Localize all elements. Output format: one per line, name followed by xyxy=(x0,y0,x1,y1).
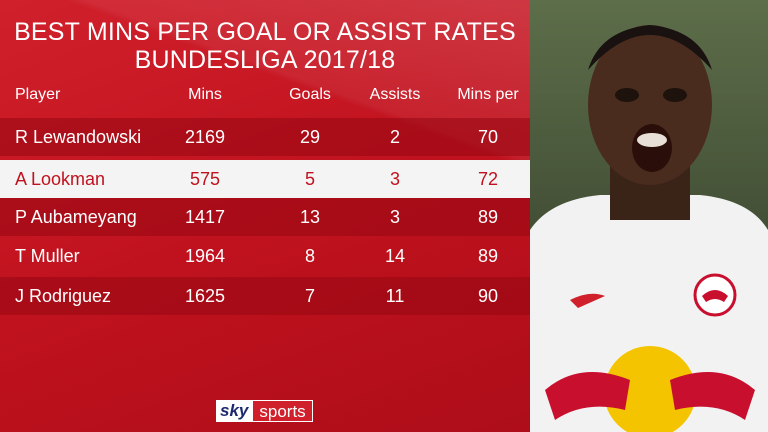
highlighted-row: A Lookman 575 5 3 72 xyxy=(0,160,530,198)
stat-cell: 72 xyxy=(477,169,499,189)
stat-cell: 8 xyxy=(304,246,315,266)
stat-cell: 70 xyxy=(477,127,499,147)
column-header: Mins per xyxy=(457,86,519,103)
stat-cell: 1625 xyxy=(184,286,226,306)
column-header: Mins xyxy=(188,86,222,103)
logo-brand: sky xyxy=(216,400,253,422)
logo-channel: sports xyxy=(252,400,313,422)
stat-cell: 13 xyxy=(299,207,321,227)
player-photo xyxy=(530,0,768,432)
stat-cell: 89 xyxy=(477,246,499,266)
player-name: T Muller xyxy=(15,246,80,266)
title: BEST MINS PER GOAL OR ASSIST RATES xyxy=(14,18,516,46)
stat-cell: 1964 xyxy=(184,246,226,266)
player-name: R Lewandowski xyxy=(15,127,142,147)
table-row: P Aubameyang 1417 13 3 89 xyxy=(0,198,530,236)
stat-cell: 2169 xyxy=(184,127,226,147)
column-header: Player xyxy=(15,86,61,103)
broadcaster-logo: sky sports xyxy=(216,400,313,422)
stat-cell: 11 xyxy=(385,286,405,306)
subtitle: BUNDESLIGA 2017/18 xyxy=(134,46,396,74)
player-name: A Lookman xyxy=(15,169,106,189)
stat-cell: 7 xyxy=(304,286,315,306)
player-name: P Aubameyang xyxy=(15,207,137,227)
stat-cell: 3 xyxy=(389,169,400,189)
stat-cell: 90 xyxy=(477,286,499,306)
stat-cell: 29 xyxy=(299,127,321,147)
column-header: Goals xyxy=(289,86,331,103)
stat-cell: 2 xyxy=(389,127,400,147)
stat-cell: 1417 xyxy=(184,207,226,227)
stat-cell: 14 xyxy=(384,246,406,266)
column-header: Assists xyxy=(369,86,421,103)
stat-cell: 3 xyxy=(389,207,400,227)
player-name: J Rodriguez xyxy=(15,286,112,306)
stat-cell: 89 xyxy=(477,207,499,227)
table-row: T Muller 1964 8 14 89 xyxy=(0,237,530,275)
header-row: Player Mins Goals Assists Mins per xyxy=(0,76,530,114)
stat-cell: 575 xyxy=(189,169,221,189)
stat-cell: 5 xyxy=(304,169,315,189)
table-row: J Rodriguez 1625 7 11 90 xyxy=(0,277,530,315)
table-row: R Lewandowski 2169 29 2 70 xyxy=(0,118,530,156)
